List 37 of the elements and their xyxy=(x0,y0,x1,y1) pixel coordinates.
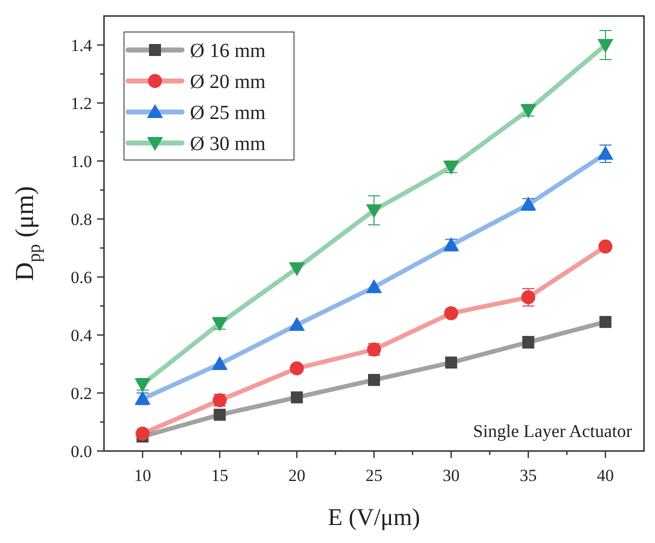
point xyxy=(288,262,305,276)
point xyxy=(598,240,612,254)
x-tick-label: 25 xyxy=(366,466,382,485)
point xyxy=(136,426,150,441)
y-tick-label: 0.8 xyxy=(70,210,92,229)
point xyxy=(288,316,305,331)
point xyxy=(290,391,303,404)
point xyxy=(599,316,612,328)
x-tick-label: 20 xyxy=(288,466,306,485)
legend-label: Ø 30 mm xyxy=(190,133,266,155)
y-tick-label: 0.0 xyxy=(70,442,92,461)
y-tick-label: 1.2 xyxy=(70,94,92,113)
legend-label: Ø 20 mm xyxy=(190,71,266,93)
point xyxy=(290,361,304,376)
point xyxy=(368,374,380,386)
point xyxy=(366,204,382,218)
x-tick-label: 10 xyxy=(134,466,152,485)
legend-label: Ø 25 mm xyxy=(190,102,266,124)
point xyxy=(444,306,458,320)
point xyxy=(212,356,228,370)
y-tick-label: 1.0 xyxy=(70,152,92,171)
x-tick-label: 40 xyxy=(596,466,614,485)
y-tick-label: 1.4 xyxy=(70,36,92,55)
point xyxy=(366,279,382,294)
point xyxy=(597,146,614,160)
point xyxy=(445,356,458,369)
point xyxy=(214,408,226,421)
x-tick-label: 15 xyxy=(211,466,228,485)
x-axis-title: E (V/μm) xyxy=(328,505,420,531)
y-tick-label: 0.6 xyxy=(70,268,92,287)
x-tick-label: 35 xyxy=(520,466,537,485)
point xyxy=(597,39,614,53)
x-tick-label: 30 xyxy=(442,466,460,485)
y-tick-label: 0.2 xyxy=(70,384,92,403)
y-tick-label: 0.4 xyxy=(70,326,92,345)
legend-label: Ø 16 mm xyxy=(190,40,266,62)
annotation: Single Layer Actuator xyxy=(473,421,632,441)
